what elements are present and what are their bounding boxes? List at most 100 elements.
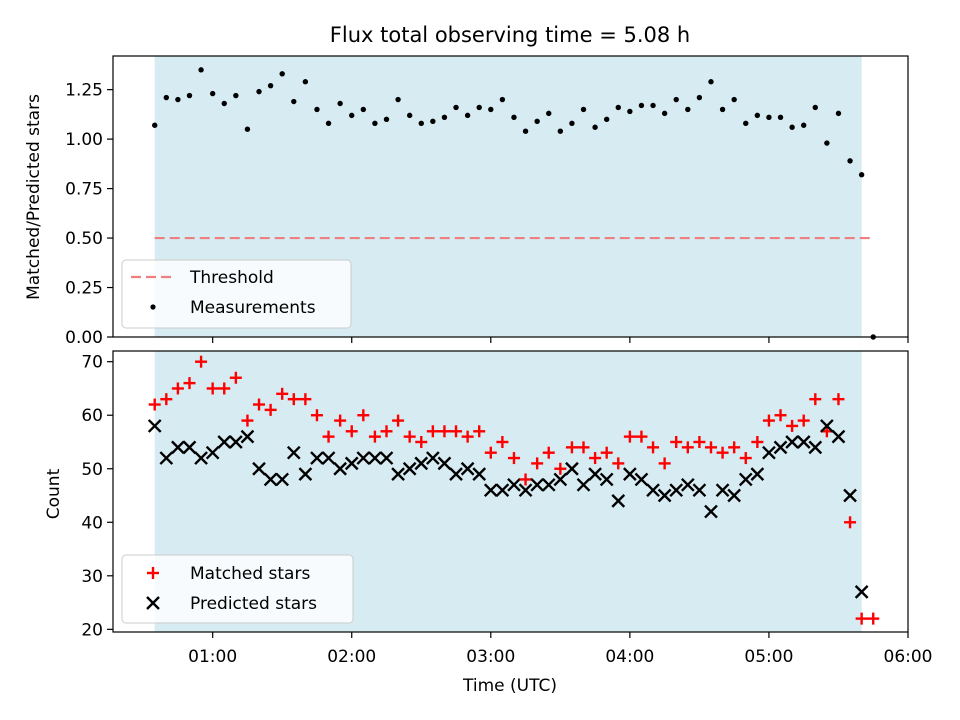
predicted-star-point bbox=[623, 467, 637, 481]
measurement-point bbox=[615, 104, 621, 111]
matched-star-point bbox=[484, 446, 497, 459]
measurement-point bbox=[314, 106, 320, 113]
legend-matched-swatch bbox=[147, 567, 159, 579]
predicted-star-point bbox=[194, 451, 208, 465]
matched-star-point bbox=[345, 425, 358, 438]
measurement-point bbox=[569, 120, 575, 126]
measurement-point bbox=[233, 92, 239, 99]
top-legend-box bbox=[121, 259, 352, 329]
matched-star-point bbox=[334, 414, 347, 427]
matched-star-point bbox=[809, 393, 822, 406]
chart-title: Flux total observing time = 5.08 h bbox=[330, 23, 690, 47]
measurement-point bbox=[152, 122, 158, 128]
matched-star-point bbox=[844, 516, 857, 529]
measurement-point bbox=[592, 124, 598, 130]
x-tick-label: 04:00 bbox=[605, 647, 654, 667]
predicted-star-point bbox=[263, 472, 278, 487]
predicted-star-point bbox=[379, 451, 394, 465]
predicted-star-point bbox=[785, 435, 799, 449]
measurement-point bbox=[163, 94, 170, 101]
predicted-star-point bbox=[646, 483, 660, 498]
measurement-point bbox=[302, 79, 309, 85]
matched-star-point bbox=[195, 355, 208, 368]
matched-star-point bbox=[287, 393, 300, 406]
predicted-star-point bbox=[391, 467, 405, 481]
measurement-point bbox=[847, 158, 853, 164]
measurement-point bbox=[372, 120, 378, 126]
predicted-star-point bbox=[252, 461, 266, 476]
predicted-star-point bbox=[495, 483, 510, 498]
measurement-point bbox=[395, 96, 401, 103]
measurement-point bbox=[835, 110, 842, 117]
y-tick-label: 70 bbox=[81, 353, 103, 373]
matched-star-point bbox=[716, 446, 729, 459]
measurement-point bbox=[731, 96, 737, 103]
matched-star-point bbox=[681, 441, 694, 454]
measurement-point bbox=[824, 140, 830, 146]
legend-predicted-label: Predicted stars bbox=[190, 594, 317, 614]
matched-star-point bbox=[450, 425, 463, 438]
predicted-star-point bbox=[333, 461, 347, 476]
y-tick-label: 30 bbox=[81, 567, 103, 587]
y-tick-label: 20 bbox=[81, 620, 103, 640]
matched-star-point bbox=[635, 430, 648, 443]
predicted-star-point bbox=[541, 477, 556, 492]
bottom-legend: Matched stars Predicted stars bbox=[121, 554, 354, 624]
matched-star-point bbox=[612, 457, 625, 470]
measurement-point bbox=[291, 98, 297, 105]
matched-star-point bbox=[623, 430, 636, 443]
predicted-star-point bbox=[588, 467, 602, 481]
measurement-point bbox=[557, 128, 564, 134]
measurement-point bbox=[800, 122, 807, 128]
measurement-point bbox=[360, 106, 367, 113]
legend-predicted-swatch bbox=[146, 596, 160, 610]
matched-star-point bbox=[241, 414, 254, 427]
matched-star-point bbox=[322, 430, 335, 443]
matched-star-point bbox=[206, 382, 219, 395]
matched-star-point bbox=[542, 446, 555, 459]
y-tick-label: 1.25 bbox=[65, 81, 103, 101]
matched-star-point bbox=[299, 393, 312, 406]
matched-star-point bbox=[565, 441, 578, 454]
matched-star-point bbox=[751, 435, 764, 448]
predicted-star-point bbox=[298, 467, 313, 481]
y-tick-label: 0.50 bbox=[65, 229, 103, 249]
y-tick-label: 50 bbox=[81, 460, 103, 480]
matched-star-point bbox=[739, 452, 752, 465]
predicted-star-point bbox=[483, 483, 498, 498]
predicted-star-point bbox=[680, 477, 695, 492]
predicted-star-point bbox=[611, 494, 626, 508]
matched-star-point bbox=[519, 473, 532, 486]
measurement-point bbox=[719, 106, 726, 113]
measurement-point bbox=[858, 172, 865, 178]
measurement-point bbox=[337, 100, 343, 107]
x-tick-label: 01:00 bbox=[188, 647, 237, 667]
measurement-point bbox=[499, 96, 506, 103]
matched-star-point bbox=[693, 435, 706, 448]
matched-star-point bbox=[797, 414, 810, 427]
matched-star-point bbox=[171, 382, 184, 395]
measurement-point bbox=[175, 96, 181, 103]
measurement-point bbox=[221, 100, 227, 107]
predicted-star-point bbox=[518, 483, 533, 498]
measurement-point bbox=[430, 118, 436, 125]
predicted-star-point bbox=[808, 440, 823, 455]
matched-star-point bbox=[589, 452, 602, 465]
matched-star-point bbox=[264, 403, 277, 416]
matched-star-point bbox=[392, 414, 405, 427]
measurement-point bbox=[766, 114, 772, 121]
matched-star-point bbox=[310, 409, 323, 422]
predicted-star-point bbox=[530, 477, 545, 492]
legend-measurements-label: Measurements bbox=[190, 298, 316, 318]
measurement-point bbox=[418, 120, 424, 126]
matched-star-point bbox=[786, 419, 799, 432]
matched-star-point bbox=[403, 430, 416, 443]
predicted-star-point bbox=[565, 461, 579, 476]
measurement-point bbox=[638, 102, 645, 109]
matched-star-point bbox=[438, 425, 451, 438]
matched-star-point bbox=[357, 409, 370, 422]
predicted-star-point bbox=[356, 451, 371, 465]
measurement-point bbox=[325, 120, 332, 126]
predicted-star-point bbox=[472, 467, 487, 481]
predicted-star-point bbox=[692, 483, 707, 498]
